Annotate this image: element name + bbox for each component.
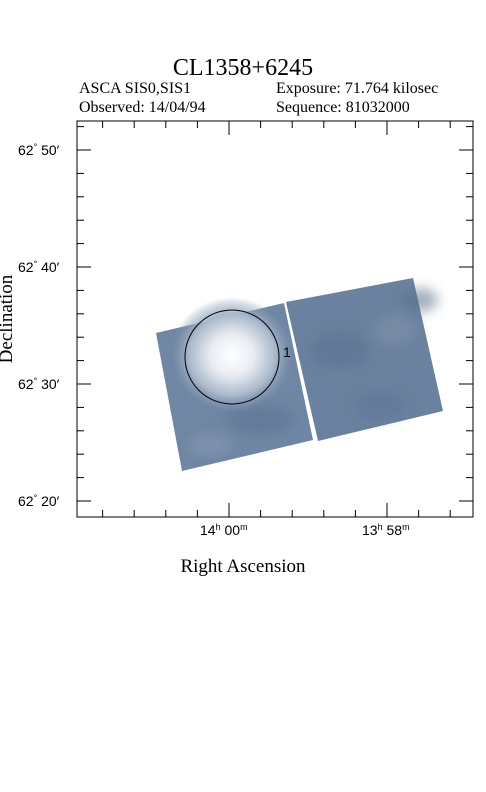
x-tick-labels: 14h 00m 13h 58m <box>200 522 410 538</box>
exposure-field <box>156 278 443 471</box>
x-axis-ticks <box>102 121 451 517</box>
page-title: CL1358+6245 <box>172 55 314 81</box>
x-axis-label: Right Ascension <box>180 556 306 577</box>
y-tick-labels: 62° 50′ 62° 40′ 62° 30′ 62° 20′ <box>18 142 60 509</box>
x-tick-label: 13h 58m <box>362 522 410 538</box>
source-region-label: 1 <box>283 344 291 360</box>
plot-frame <box>76 120 474 518</box>
exposure-time: Exposure: 71.764 kilosec <box>276 80 439 97</box>
source-region-circle[interactable] <box>184 309 280 405</box>
instrument-label: ASCA SIS0,SIS1 <box>79 80 192 97</box>
xray-source-emission <box>170 297 294 413</box>
x-tick-label: 14h 00m <box>200 522 248 538</box>
y-axis-label: Declination <box>0 274 17 364</box>
sequence-number: Sequence: 81032000 <box>276 99 410 116</box>
y-tick-label: 62° 40′ <box>18 259 60 275</box>
y-tick-label: 62° 50′ <box>18 142 60 158</box>
y-tick-label: 62° 20′ <box>18 493 60 509</box>
y-axis-ticks <box>77 126 473 502</box>
observed-date: Observed: 14/04/94 <box>79 99 206 116</box>
y-tick-label: 62° 30′ <box>18 376 60 392</box>
